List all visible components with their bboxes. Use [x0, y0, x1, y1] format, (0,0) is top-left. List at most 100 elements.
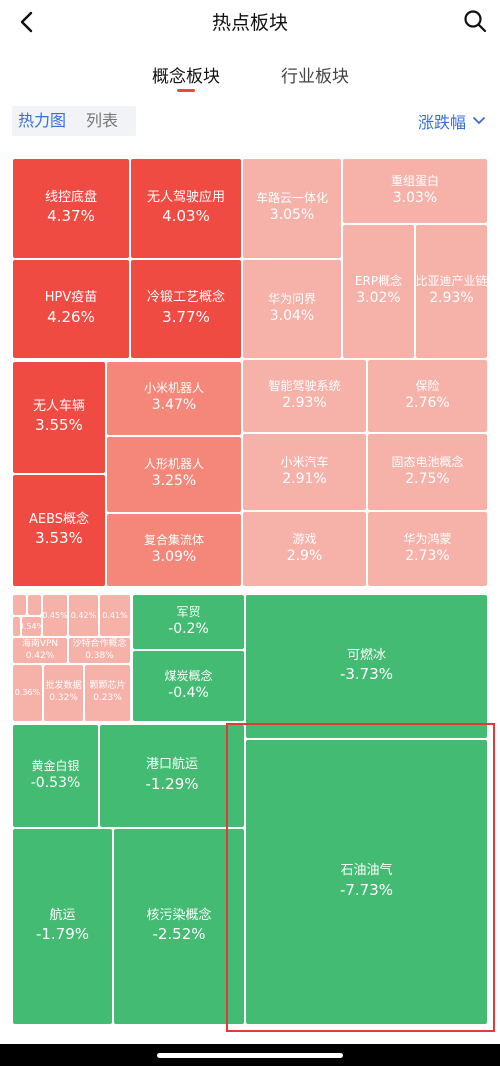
- sector-change: 0.32%: [49, 693, 78, 703]
- sector-tile[interactable]: [13, 617, 20, 636]
- sector-tile[interactable]: 港口航运 -1.29%: [100, 725, 244, 827]
- sector-tile[interactable]: 0.36%: [13, 665, 42, 721]
- sector-change: 2.93%: [282, 394, 327, 411]
- sector-tile[interactable]: 智能驾驶系统 2.93%: [243, 360, 366, 432]
- sector-tile[interactable]: 比亚迪产业链 2.93%: [416, 225, 487, 358]
- sector-tile[interactable]: 游戏 2.9%: [243, 512, 366, 586]
- sector-tile[interactable]: 煤炭概念 -0.4%: [133, 651, 244, 721]
- sector-change: 3.04%: [269, 307, 315, 324]
- sector-name: 保险: [415, 378, 440, 393]
- sector-name: 小米汽车: [280, 454, 329, 469]
- sector-change: 3.05%: [269, 207, 315, 224]
- sector-change: -3.73%: [339, 665, 394, 684]
- sector-change: 0.36%: [14, 688, 41, 698]
- sector-name: 沙特合作概念: [72, 638, 127, 649]
- sector-change: 4.26%: [47, 307, 95, 326]
- sector-tile[interactable]: 0.54%: [22, 617, 41, 636]
- view-toggle: 热力图 列表: [12, 106, 136, 136]
- sector-change: 2.73%: [405, 547, 450, 564]
- sector-change: 2.93%: [429, 290, 474, 307]
- sector-tile[interactable]: 0.41%: [100, 595, 130, 636]
- sector-name: 可燃冰: [346, 647, 386, 663]
- sector-name: 小米机器人: [143, 381, 204, 396]
- sector-name: 批发数据: [45, 681, 82, 692]
- active-tab-indicator: [177, 89, 195, 92]
- sector-change: -2.52%: [152, 925, 206, 944]
- sector-tile[interactable]: 线控底盘 4.37%: [13, 159, 129, 258]
- home-indicator-bar: [0, 1044, 500, 1066]
- sort-dropdown[interactable]: 涨跌幅: [418, 108, 486, 134]
- category-tabs: 概念板块 行业板块: [0, 62, 500, 96]
- sector-tile[interactable]: 可燃冰 -3.73%: [246, 595, 487, 738]
- sector-tile[interactable]: 批发数据 0.32%: [44, 665, 83, 721]
- sector-tile[interactable]: 军贸 -0.2%: [133, 595, 244, 649]
- sector-name: 比亚迪产业链: [416, 274, 487, 289]
- home-indicator[interactable]: [157, 1053, 343, 1058]
- sector-tile[interactable]: 华为鸿蒙 2.73%: [368, 512, 487, 586]
- sector-tile[interactable]: 小米机器人 3.47%: [107, 362, 241, 435]
- sector-tile[interactable]: 航运 -1.79%: [13, 829, 112, 1024]
- sector-name: 重组蛋白: [390, 173, 439, 188]
- sector-change: 0.54%: [22, 621, 41, 631]
- sector-tile[interactable]: HPV疫苗 4.26%: [13, 260, 129, 358]
- sort-label: 涨跌幅: [417, 113, 466, 132]
- sector-tile[interactable]: ERP概念 3.02%: [343, 225, 414, 358]
- sector-tile[interactable]: 复合集流体 3.09%: [107, 514, 241, 586]
- sector-tile[interactable]: 人形机器人 3.25%: [107, 437, 241, 512]
- sector-name: 固态电池概念: [391, 454, 464, 469]
- sector-tile[interactable]: 固态电池概念 2.75%: [368, 434, 487, 510]
- sector-change: 2.75%: [405, 470, 450, 487]
- sector-change: -7.73%: [339, 880, 394, 899]
- back-arrow-icon[interactable]: [14, 8, 40, 36]
- sector-change: 3.03%: [392, 189, 438, 206]
- sector-name: 航运: [49, 907, 76, 923]
- sector-name: 颗颗芯片: [89, 681, 126, 692]
- sector-change: 0.45%: [43, 610, 67, 620]
- sector-tile[interactable]: 0.42%: [69, 595, 98, 636]
- sector-tile[interactable]: AEBS概念 3.53%: [13, 475, 105, 586]
- list-view-option[interactable]: 列表: [86, 111, 119, 130]
- sector-tile[interactable]: 车路云一体化 3.05%: [243, 159, 341, 258]
- chevron-down-icon: [473, 117, 485, 125]
- sector-change: 0.42%: [70, 610, 97, 620]
- sector-tile[interactable]: [13, 595, 26, 615]
- sector-name: ERP概念: [354, 274, 403, 289]
- sector-tile[interactable]: 海南VPN 0.42%: [13, 638, 67, 663]
- search-icon[interactable]: [462, 8, 488, 34]
- sector-name: 智能驾驶系统: [268, 378, 341, 393]
- sector-name: AEBS概念: [28, 511, 90, 527]
- sector-change: 3.53%: [35, 529, 83, 548]
- heatmap-view-option[interactable]: 热力图: [18, 111, 67, 130]
- sector-tile[interactable]: 0.45%: [43, 595, 67, 636]
- sector-tile[interactable]: 冷锻工艺概念 3.77%: [131, 260, 241, 358]
- tab-concept-sector[interactable]: 概念板块: [152, 67, 220, 87]
- sector-tile[interactable]: 无人车辆 3.55%: [13, 362, 105, 473]
- sector-change: 4.37%: [47, 207, 95, 226]
- sector-change: 2.76%: [405, 394, 450, 411]
- sector-tile[interactable]: 颗颗芯片 0.23%: [85, 665, 130, 721]
- sector-tile[interactable]: 重组蛋白 3.03%: [343, 159, 487, 223]
- sector-name: 煤炭概念: [164, 668, 213, 683]
- tab-industry-sector[interactable]: 行业板块: [281, 67, 349, 87]
- sector-name: 港口航运: [145, 757, 198, 773]
- sector-name: 军贸: [176, 604, 201, 619]
- sector-name: 线控底盘: [44, 189, 97, 205]
- sector-change: 0.41%: [102, 610, 128, 620]
- sector-tile[interactable]: 保险 2.76%: [368, 360, 487, 432]
- sector-tile[interactable]: 黄金白银 -0.53%: [13, 725, 98, 827]
- sector-change: 2.9%: [286, 547, 323, 564]
- sector-change: 0.42%: [25, 650, 55, 661]
- sector-tile[interactable]: 华为问界 3.04%: [243, 260, 341, 358]
- sector-tile[interactable]: 石油油气 -7.73%: [246, 740, 487, 1024]
- sector-change: 3.47%: [151, 397, 197, 414]
- sector-tile[interactable]: [28, 595, 41, 615]
- sector-name: 人形机器人: [143, 457, 204, 472]
- sector-tile[interactable]: 无人驾驶应用 4.03%: [131, 159, 241, 258]
- sector-name: 复合集流体: [143, 532, 204, 547]
- sector-name: 无人车辆: [32, 398, 85, 414]
- sector-name: 海南VPN: [21, 638, 59, 649]
- sector-tile[interactable]: 核污染概念 -2.52%: [114, 829, 244, 1024]
- sector-tile[interactable]: 沙特合作概念 0.38%: [69, 638, 130, 663]
- sector-tile[interactable]: 小米汽车 2.91%: [243, 434, 366, 510]
